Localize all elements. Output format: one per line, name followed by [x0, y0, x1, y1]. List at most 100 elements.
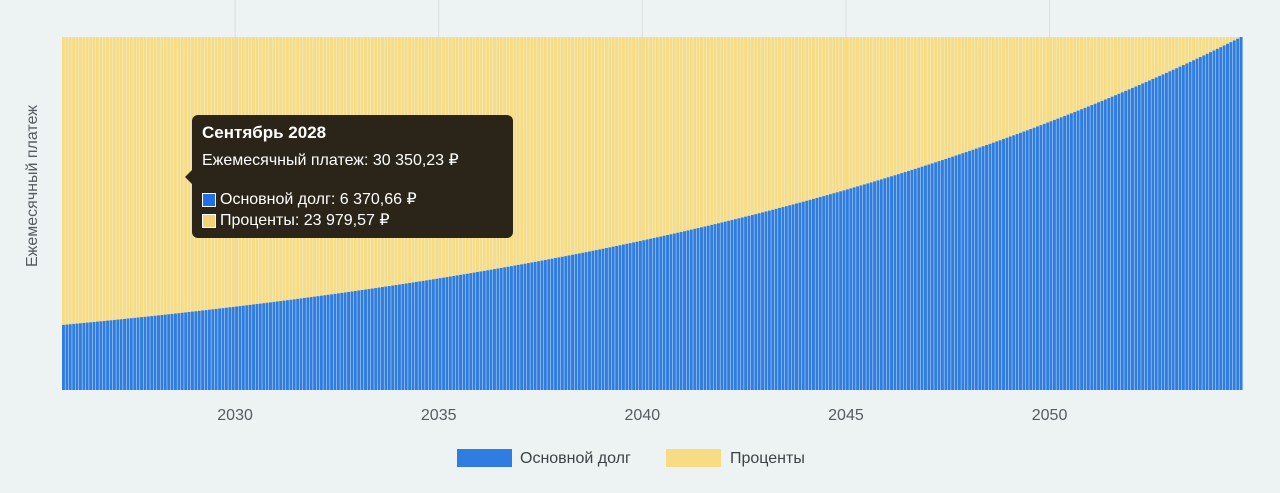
bar-principal[interactable] [1083, 107, 1087, 391]
bar-interest[interactable] [1236, 37, 1240, 39]
bar-interest[interactable] [693, 37, 697, 229]
bar-principal[interactable] [112, 319, 116, 390]
bar-principal[interactable] [469, 273, 473, 390]
bar-interest[interactable] [801, 37, 805, 202]
bar-interest[interactable] [818, 37, 822, 198]
bar-interest[interactable] [1019, 37, 1022, 133]
bar-principal[interactable] [1035, 126, 1039, 391]
bar-interest[interactable] [530, 37, 534, 263]
bar-principal[interactable] [567, 255, 571, 390]
bar-principal[interactable] [886, 177, 890, 390]
bar-principal[interactable] [642, 240, 646, 390]
bar-interest[interactable] [1110, 37, 1114, 97]
bar-principal[interactable] [903, 172, 907, 390]
bar-interest[interactable] [856, 37, 860, 187]
bar-interest[interactable] [740, 37, 744, 218]
bar-interest[interactable] [981, 37, 985, 147]
bar-principal[interactable] [686, 230, 690, 390]
bar-interest[interactable] [102, 37, 106, 321]
bar-principal[interactable] [374, 288, 378, 390]
bar-principal[interactable] [890, 176, 894, 390]
bar-interest[interactable] [1059, 37, 1063, 118]
bar-interest[interactable] [1137, 37, 1141, 85]
bar-interest[interactable] [747, 37, 751, 216]
bar-principal[interactable] [679, 231, 683, 390]
bar-principal[interactable] [618, 245, 622, 390]
bar-interest[interactable] [961, 37, 965, 154]
bar-principal[interactable] [1100, 100, 1104, 390]
bar-principal[interactable] [1046, 122, 1050, 390]
bar-interest[interactable] [784, 37, 788, 207]
bar-interest[interactable] [140, 37, 143, 318]
bar-principal[interactable] [923, 165, 927, 390]
bar-principal[interactable] [387, 286, 391, 390]
bar-principal[interactable] [907, 170, 910, 390]
bar-principal[interactable] [397, 284, 401, 390]
bar-principal[interactable] [1154, 77, 1158, 390]
bar-interest[interactable] [635, 37, 639, 242]
bar-interest[interactable] [1164, 37, 1168, 73]
bar-interest[interactable] [679, 37, 683, 232]
bar-principal[interactable] [309, 297, 313, 390]
bar-interest[interactable] [737, 37, 741, 219]
bar-principal[interactable] [957, 154, 961, 390]
bar-principal[interactable] [157, 315, 160, 390]
bar-principal[interactable] [581, 252, 585, 390]
bar-principal[interactable] [659, 236, 663, 390]
bar-principal[interactable] [917, 167, 921, 390]
bar-interest[interactable] [805, 37, 809, 201]
bar-interest[interactable] [1093, 37, 1097, 104]
bar-interest[interactable] [937, 37, 941, 162]
bar-principal[interactable] [828, 194, 832, 390]
bar-interest[interactable] [598, 37, 602, 250]
bar-principal[interactable] [492, 269, 496, 390]
bar-interest[interactable] [601, 37, 605, 249]
bar-principal[interactable] [357, 290, 361, 391]
bar-interest[interactable] [951, 37, 955, 157]
bar-principal[interactable] [591, 250, 595, 390]
bar-principal[interactable] [1147, 80, 1151, 390]
bar-principal[interactable] [279, 301, 283, 390]
bar-interest[interactable] [618, 37, 622, 246]
bar-principal[interactable] [706, 225, 710, 390]
bar-principal[interactable] [723, 221, 727, 390]
bar-principal[interactable] [296, 298, 300, 390]
bar-principal[interactable] [954, 155, 958, 390]
bar-interest[interactable] [652, 37, 656, 238]
bar-principal[interactable] [129, 318, 133, 390]
bar-principal[interactable] [991, 142, 995, 390]
bar-principal[interactable] [710, 224, 714, 390]
bar-interest[interactable] [126, 37, 130, 319]
bar-principal[interactable] [513, 265, 517, 390]
bar-principal[interactable] [1232, 40, 1236, 391]
bar-principal[interactable] [1205, 53, 1209, 390]
bar-interest[interactable] [1049, 37, 1053, 122]
bar-interest[interactable] [170, 37, 174, 314]
bar-principal[interactable] [313, 296, 317, 390]
bar-principal[interactable] [1212, 50, 1216, 391]
legend-label-interest[interactable]: Проценты [730, 450, 805, 467]
bar-principal[interactable] [72, 323, 76, 390]
bar-interest[interactable] [163, 37, 167, 315]
bar-principal[interactable] [408, 282, 412, 390]
bar-principal[interactable] [649, 238, 653, 390]
bar-principal[interactable] [150, 316, 154, 390]
bar-principal[interactable] [808, 199, 812, 390]
bar-principal[interactable] [662, 235, 666, 390]
bar-principal[interactable] [995, 141, 999, 390]
bar-interest[interactable] [564, 37, 568, 257]
bar-principal[interactable] [601, 248, 605, 390]
bar-interest[interactable] [1229, 37, 1233, 43]
bar-interest[interactable] [761, 37, 765, 213]
bar-principal[interactable] [1226, 43, 1229, 390]
bar-principal[interactable] [401, 283, 405, 390]
bar-principal[interactable] [1103, 99, 1107, 390]
bar-interest[interactable] [1171, 37, 1175, 70]
bar-principal[interactable] [554, 258, 558, 390]
bar-interest[interactable] [842, 37, 846, 191]
bar-interest[interactable] [540, 37, 544, 261]
bar-interest[interactable] [526, 37, 530, 264]
bar-principal[interactable] [720, 222, 724, 390]
bar-principal[interactable] [482, 270, 486, 390]
bar-principal[interactable] [207, 309, 211, 390]
